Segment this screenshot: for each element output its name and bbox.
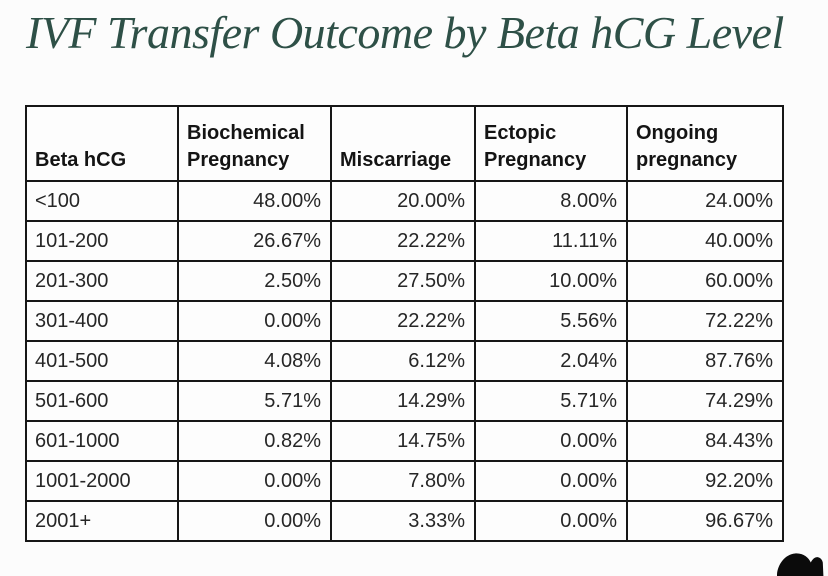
beta-hcg-range-cell: <100 [25,180,179,222]
ongoing-value-cell: 84.43% [626,420,784,462]
ectopic-value-cell: 5.56% [474,300,628,342]
ectopic-value-cell: 2.04% [474,340,628,382]
table-row: 201-300 2.50% 27.50% 10.00% 60.00% [25,260,784,302]
beta-hcg-range-cell: 101-200 [25,220,179,262]
table-row: 401-500 4.08% 6.12% 2.04% 87.76% [25,340,784,382]
ongoing-value-cell: 60.00% [626,260,784,302]
ectopic-value-cell: 10.00% [474,260,628,302]
column-header-miscarriage: Miscarriage [330,105,476,182]
table-row: 2001+ 0.00% 3.33% 0.00% 96.67% [25,500,784,542]
ivf-outcome-table: Beta hCG Biochemical Pregnancy Miscarria… [25,105,784,542]
table-row: 601-1000 0.82% 14.75% 0.00% 84.43% [25,420,784,462]
ectopic-value-cell: 0.00% [474,420,628,462]
ongoing-value-cell: 74.29% [626,380,784,422]
header-row: Beta hCG Biochemical Pregnancy Miscarria… [25,105,784,182]
table-row: 501-600 5.71% 14.29% 5.71% 74.29% [25,380,784,422]
beta-hcg-range-cell: 601-1000 [25,420,179,462]
biochemical-value-cell: 0.00% [177,300,332,342]
beta-hcg-range-cell: 2001+ [25,500,179,542]
column-header-beta-hcg: Beta hCG [25,105,179,182]
miscarriage-value-cell: 3.33% [330,500,476,542]
table-row: <100 48.00% 20.00% 8.00% 24.00% [25,180,784,222]
biochemical-value-cell: 48.00% [177,180,332,222]
beta-hcg-range-cell: 501-600 [25,380,179,422]
biochemical-value-cell: 0.00% [177,500,332,542]
ectopic-value-cell: 0.00% [474,460,628,502]
ongoing-value-cell: 87.76% [626,340,784,382]
biochemical-value-cell: 0.00% [177,460,332,502]
column-header-ongoing-pregnancy: Ongoing pregnancy [626,105,784,182]
miscarriage-value-cell: 6.12% [330,340,476,382]
table-row: 101-200 26.67% 22.22% 11.11% 40.00% [25,220,784,262]
biochemical-value-cell: 4.08% [177,340,332,382]
channel-logo-icon [777,553,824,576]
ongoing-value-cell: 96.67% [626,500,784,542]
miscarriage-value-cell: 14.29% [330,380,476,422]
biochemical-value-cell: 2.50% [177,260,332,302]
ectopic-value-cell: 11.11% [474,220,628,262]
table-row: 1001-2000 0.00% 7.80% 0.00% 92.20% [25,460,784,502]
ongoing-value-cell: 72.22% [626,300,784,342]
beta-hcg-range-cell: 201-300 [25,260,179,302]
column-header-biochemical-pregnancy: Biochemical Pregnancy [177,105,332,182]
ongoing-value-cell: 92.20% [626,460,784,502]
biochemical-value-cell: 5.71% [177,380,332,422]
miscarriage-value-cell: 20.00% [330,180,476,222]
ectopic-value-cell: 5.71% [474,380,628,422]
column-header-ectopic-pregnancy: Ectopic Pregnancy [474,105,628,182]
miscarriage-value-cell: 22.22% [330,300,476,342]
beta-hcg-range-cell: 301-400 [25,300,179,342]
ongoing-value-cell: 40.00% [626,220,784,262]
biochemical-value-cell: 0.82% [177,420,332,462]
table-row: 301-400 0.00% 22.22% 5.56% 72.22% [25,300,784,342]
beta-hcg-range-cell: 401-500 [25,340,179,382]
beta-hcg-range-cell: 1001-2000 [25,460,179,502]
miscarriage-value-cell: 27.50% [330,260,476,302]
biochemical-value-cell: 26.67% [177,220,332,262]
page-title: IVF Transfer Outcome by Beta hCG Level [26,7,784,58]
ectopic-value-cell: 0.00% [474,500,628,542]
ectopic-value-cell: 8.00% [474,180,628,222]
miscarriage-value-cell: 7.80% [330,460,476,502]
ongoing-value-cell: 24.00% [626,180,784,222]
miscarriage-value-cell: 22.22% [330,220,476,262]
miscarriage-value-cell: 14.75% [330,420,476,462]
